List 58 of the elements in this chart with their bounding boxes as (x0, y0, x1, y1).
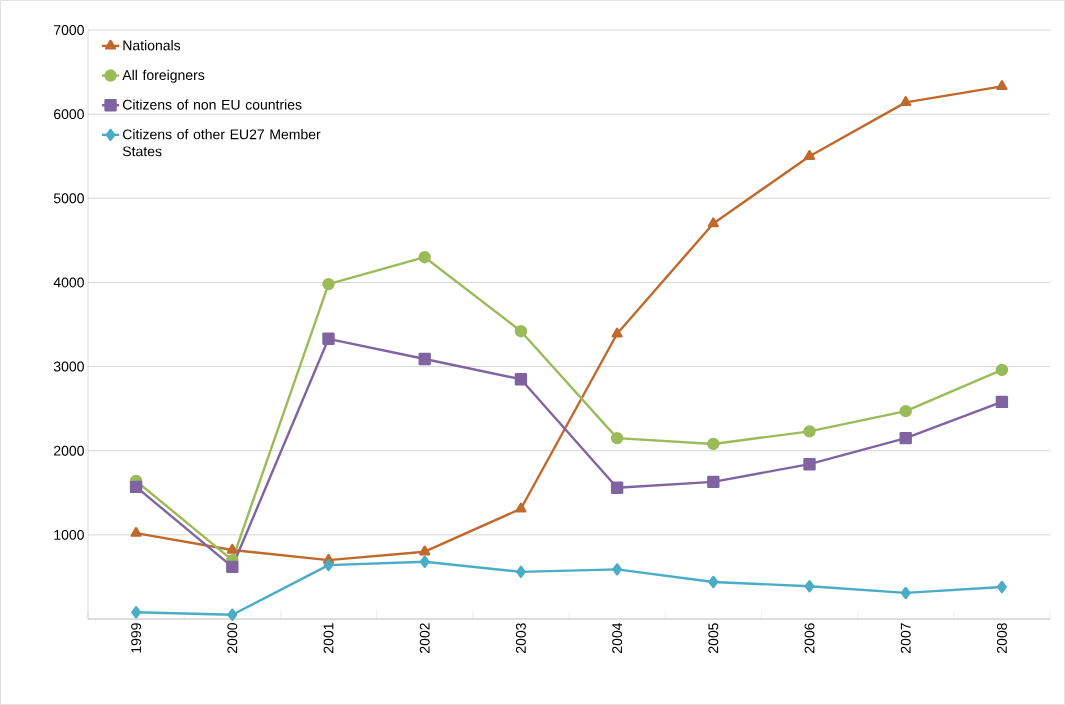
y-tick-label: 3000 (53, 361, 84, 372)
x-tick-label: 2007 (900, 623, 911, 653)
x-tick-label: 2005 (708, 623, 719, 653)
x-tick-label: 2000 (227, 623, 238, 653)
x-tick-label: 2004 (612, 622, 623, 653)
point (322, 332, 335, 346)
x-tick-label: 1999 (131, 623, 142, 653)
point (226, 543, 238, 554)
y-tick-label: 5000 (53, 193, 84, 204)
point (227, 608, 238, 621)
point (900, 96, 912, 107)
point (515, 502, 527, 513)
point (226, 560, 239, 574)
point (612, 563, 623, 576)
point (610, 481, 624, 494)
legend-label: All foreigners (122, 69, 205, 83)
y-tick-label: 7000 (54, 25, 84, 35)
point (803, 150, 816, 160)
point (418, 352, 431, 366)
point (803, 457, 816, 471)
point (514, 373, 528, 386)
point (611, 327, 623, 338)
point (707, 475, 720, 489)
point (899, 431, 912, 445)
point (610, 431, 624, 445)
point (418, 250, 431, 264)
point (900, 586, 911, 600)
point (995, 363, 1009, 377)
point (707, 437, 720, 451)
point (995, 395, 1009, 409)
legend-label: Citizens of non EU countries (123, 99, 302, 110)
point (803, 425, 816, 438)
point (515, 565, 526, 579)
point (707, 217, 719, 228)
x-tick-label: 2003 (515, 623, 526, 653)
legend-label: Nationals (123, 40, 181, 51)
point (708, 575, 719, 589)
y-tick-label: 6000 (54, 109, 84, 120)
legend-label: Citizens of other EU27 Member States (122, 129, 321, 157)
point (804, 579, 815, 593)
point (514, 325, 528, 338)
y-tick-label: 4000 (53, 277, 84, 288)
point (130, 526, 142, 537)
x-tick-label: 2001 (323, 623, 334, 653)
point (419, 555, 430, 568)
point (131, 606, 142, 619)
x-tick-label: 2006 (804, 623, 815, 653)
y-tick-label: 2000 (54, 445, 84, 456)
x-tick-label: 2008 (996, 623, 1007, 653)
point (323, 558, 334, 572)
point (129, 480, 143, 494)
point (996, 580, 1007, 594)
point (322, 277, 335, 291)
point (419, 545, 431, 556)
point (996, 80, 1008, 91)
point (899, 404, 912, 418)
x-tick-label: 2002 (419, 623, 430, 653)
y-tick-label: 1000 (54, 529, 84, 540)
